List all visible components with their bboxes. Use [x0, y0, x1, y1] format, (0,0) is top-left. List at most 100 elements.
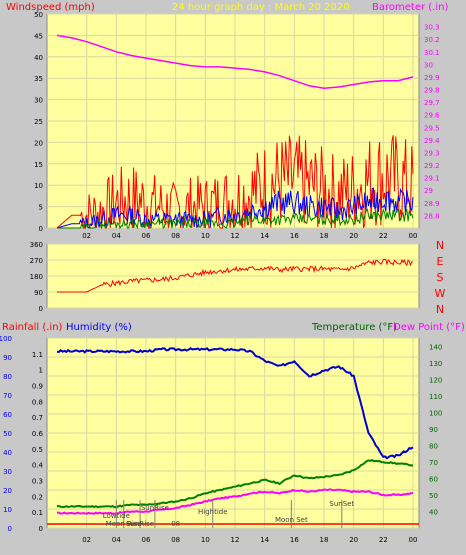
rain-y-tick: 0.9	[32, 383, 43, 391]
rain-y-tick: 0.6	[32, 430, 44, 438]
barometer-axis-label: Barometer (.in)	[372, 2, 448, 13]
direction-y-tick: 90	[34, 289, 43, 297]
humidity-y-tick: 100	[0, 335, 12, 343]
humidity-series	[56, 347, 414, 460]
barometer-y-tick: 29.1	[424, 175, 440, 183]
direction-y-tick: 180	[30, 273, 43, 281]
humidity-y-tick: 50	[3, 430, 12, 438]
temp-x-tick: 16	[290, 536, 299, 544]
wind-y-tick: 15	[34, 161, 43, 169]
wind-y-tick: 35	[34, 75, 43, 83]
wind-x-tick: 12	[231, 232, 240, 240]
barometer-y-tick: 29.4	[424, 137, 440, 145]
barometer-y-tick: 28.8	[424, 212, 440, 220]
temperature-y-tick: 70	[429, 459, 438, 467]
wind-avg-series	[56, 187, 414, 229]
humidity-y-tick: 90	[3, 354, 12, 362]
event-label: SunSet	[329, 500, 354, 508]
temperature-y-tick: 130	[429, 360, 442, 368]
wind-x-tick: 10	[201, 232, 210, 240]
direction-compass-label: E	[437, 255, 444, 268]
rain-y-tick: 0.1	[32, 509, 43, 517]
tick-labels: 0510152025303540455028.828.92929.129.229…	[0, 11, 446, 544]
humidity-y-tick: 0	[8, 525, 12, 533]
temperature-y-tick: 40	[429, 508, 438, 516]
barometer-series	[56, 34, 414, 90]
temperature-axis-label: Temperature (°F)	[311, 322, 397, 333]
wind-y-tick: 10	[34, 182, 43, 190]
barometer-y-tick: 28.9	[424, 200, 440, 208]
temperature-y-tick: 60	[429, 475, 438, 483]
barometer-y-tick: 29.8	[424, 87, 440, 95]
temperature-y-tick: 80	[429, 442, 438, 450]
wind-y-tick: 25	[34, 118, 43, 126]
wind-gust-series	[56, 135, 414, 229]
rain-y-tick: 1	[39, 367, 43, 375]
windspeed-axis-label: Windspeed (mph)	[6, 2, 95, 13]
wind-y-tick: 20	[34, 139, 43, 147]
rain-y-tick: 0.3	[32, 478, 43, 486]
barometer-y-tick: 30.3	[424, 24, 440, 32]
rain-y-tick: 0.4	[32, 462, 44, 470]
wind-x-tick: 18	[320, 232, 329, 240]
event-label: Moon Rise	[106, 520, 142, 528]
wind-y-tick: 5	[39, 204, 43, 212]
barometer-y-tick: 29.2	[424, 162, 440, 170]
barometer-y-tick: 29.7	[424, 99, 440, 107]
temperature-y-tick: 120	[429, 376, 442, 384]
temp-x-tick: 10	[201, 536, 210, 544]
temp-x-tick: 22	[379, 536, 388, 544]
wind-y-tick: 50	[34, 11, 43, 19]
temp-x-tick: 02	[82, 536, 91, 544]
temperature-y-tick: 50	[429, 492, 438, 500]
rain-y-tick: 0.7	[32, 414, 43, 422]
temp-x-tick: 12	[231, 536, 240, 544]
barometer-y-tick: 30.1	[424, 49, 440, 57]
wind-x-tick: 14	[260, 232, 269, 240]
event-label: Hightide	[198, 508, 228, 516]
temperature-y-tick: 100	[429, 409, 442, 417]
rain-y-tick: 0	[39, 525, 43, 533]
wind-x-tick: 16	[290, 232, 299, 240]
humidity-y-tick: 10	[3, 506, 12, 514]
rain-y-tick: 0.2	[32, 493, 43, 501]
wind-low-series	[57, 208, 414, 230]
wind-x-tick: 22	[379, 232, 388, 240]
temperature-y-tick: 140	[429, 343, 442, 351]
event-label: SunRise	[126, 520, 154, 528]
humidity-axis-label: Humidity (%)	[66, 322, 132, 333]
data-marks	[47, 34, 419, 528]
grid-lines	[47, 13, 419, 529]
temp-x-tick: 08	[171, 536, 180, 544]
barometer-y-tick: 29	[424, 187, 433, 195]
dewpoint-axis-label: Dew Point (°F)	[393, 322, 465, 333]
temp-x-tick: 00	[409, 536, 418, 544]
barometer-y-tick: 29.5	[424, 124, 440, 132]
humidity-y-tick: 80	[3, 373, 12, 381]
chart-title: 24 hour graph day : March 20 2020	[172, 2, 350, 13]
direction-compass-label: W	[435, 287, 446, 300]
barometer-y-tick: 30	[424, 61, 433, 69]
barometer-y-tick: 29.9	[424, 74, 440, 82]
direction-compass-label: S	[437, 271, 444, 284]
wind-y-tick: 45	[34, 32, 43, 40]
event-label: 08	[171, 520, 180, 528]
temp-x-tick: 20	[349, 536, 358, 544]
humidity-y-tick: 20	[3, 487, 12, 495]
direction-y-tick: 0	[39, 305, 43, 313]
temp-x-tick: 04	[112, 536, 121, 544]
barometer-y-tick: 30.2	[424, 36, 440, 44]
rain-y-tick: 0.8	[32, 398, 43, 406]
direction-y-tick: 360	[30, 241, 43, 249]
temp-x-tick: 18	[320, 536, 329, 544]
event-label: Lowtide	[103, 512, 130, 520]
wind-y-tick: 40	[34, 54, 43, 62]
humidity-y-tick: 30	[3, 468, 12, 476]
event-label: Moon Set	[275, 516, 308, 524]
wind-x-tick: 04	[112, 232, 121, 240]
temperature-y-tick: 110	[429, 393, 442, 401]
rain-y-tick: 0.5	[32, 446, 43, 454]
direction-y-tick: 270	[30, 257, 43, 265]
temp-x-tick: 14	[260, 536, 269, 544]
